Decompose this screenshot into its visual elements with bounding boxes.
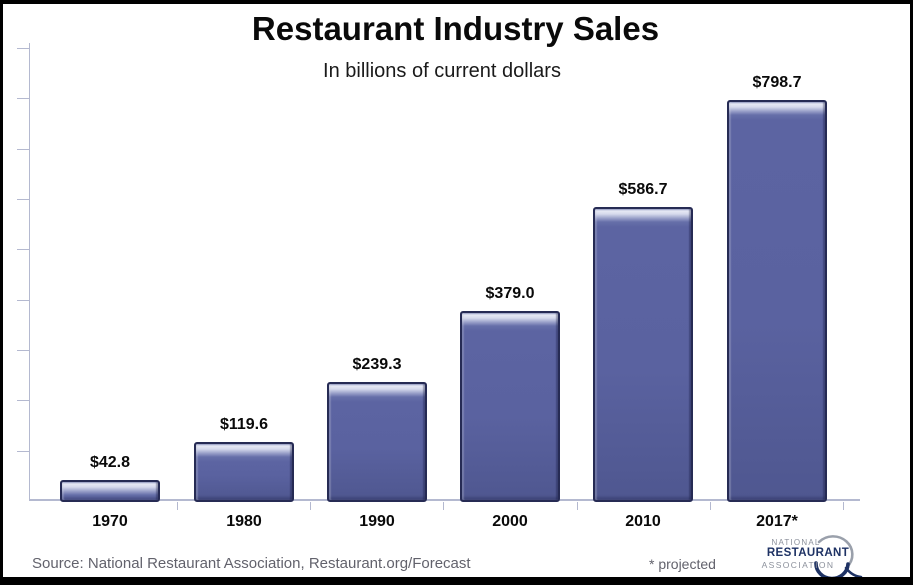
bar-value-label: $798.7 bbox=[752, 74, 802, 91]
y-axis-tick bbox=[17, 98, 29, 99]
bar bbox=[60, 480, 160, 502]
bar-value-label: $119.6 bbox=[219, 416, 269, 433]
y-axis-tick bbox=[17, 451, 29, 452]
bar-value-label: $42.8 bbox=[89, 454, 131, 471]
logo-text-association: ASSOCIATION bbox=[761, 560, 835, 570]
logo-text-national: NATIONAL bbox=[771, 538, 821, 547]
y-axis-tick bbox=[17, 149, 29, 150]
x-axis-label: 2000 bbox=[492, 513, 528, 530]
y-axis bbox=[29, 43, 30, 499]
y-axis-tick bbox=[17, 48, 29, 49]
plot-area: $42.8 1970 $119.6 1980 $239.3 1990 $379.0 2000 $… bbox=[3, 4, 910, 577]
x-axis-tick bbox=[843, 502, 844, 510]
chart-subtitle: In billions of current dollars bbox=[323, 60, 561, 82]
bar bbox=[194, 442, 294, 502]
x-axis-label: 1970 bbox=[92, 513, 128, 530]
x-axis-tick bbox=[177, 502, 178, 510]
y-axis-tick bbox=[17, 300, 29, 301]
bar-value-label: $239.3 bbox=[352, 356, 402, 373]
x-axis-tick bbox=[710, 502, 711, 510]
y-axis-tick bbox=[17, 199, 29, 200]
bar bbox=[727, 100, 827, 502]
x-axis-label: 1980 bbox=[226, 513, 262, 530]
x-axis-label: 2017* bbox=[756, 513, 798, 530]
logo-swoosh-icon bbox=[814, 535, 863, 577]
y-axis-tick bbox=[17, 350, 29, 351]
x-axis-tick bbox=[577, 502, 578, 510]
y-axis-tick bbox=[17, 400, 29, 401]
bar-value-label: $379.0 bbox=[485, 285, 535, 302]
projected-note: * projected bbox=[649, 556, 716, 572]
nra-logo: NATIONAL RESTAURANT ASSOCIATION bbox=[760, 535, 863, 577]
source-note: Source: National Restaurant Association,… bbox=[32, 555, 471, 572]
bar bbox=[593, 207, 693, 502]
chart-title: Restaurant Industry Sales bbox=[251, 10, 660, 47]
x-axis-label: 2010 bbox=[625, 513, 661, 530]
x-axis bbox=[29, 499, 860, 501]
logo-text-restaurant: RESTAURANT bbox=[766, 547, 850, 559]
bar-value-label: $586.7 bbox=[618, 181, 668, 198]
bar bbox=[460, 311, 560, 502]
x-axis-label: 1990 bbox=[359, 513, 395, 530]
y-axis-tick bbox=[17, 249, 29, 250]
bar bbox=[327, 382, 427, 502]
x-axis-tick bbox=[310, 502, 311, 510]
x-axis-tick bbox=[443, 502, 444, 510]
